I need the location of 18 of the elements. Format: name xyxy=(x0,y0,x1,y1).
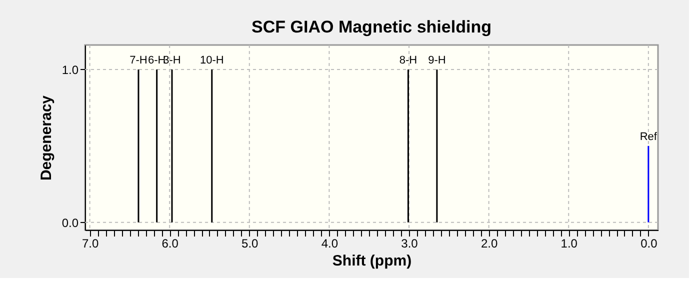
x-axis-title: Shift (ppm) xyxy=(332,252,412,270)
annotation: 10-H xyxy=(200,54,224,66)
annotation: 8-H xyxy=(399,54,418,66)
x-tick-label: 1.0 xyxy=(560,236,578,250)
x-tick-label: 6.0 xyxy=(162,236,179,250)
x-tick-label: 0.0 xyxy=(640,236,658,250)
annotation: 9-H xyxy=(428,54,446,66)
annotation: 6-H xyxy=(148,54,166,66)
x-tick-label: 4.0 xyxy=(321,236,338,250)
annotation: 3-H xyxy=(163,54,181,66)
annotation: 7-H xyxy=(130,54,148,66)
x-tick-label: 7.0 xyxy=(82,236,99,250)
chart-title: SCF GIAO Magnetic shielding xyxy=(252,18,492,36)
annotation: Ref xyxy=(640,130,658,143)
y-axis-title: Degeneracy xyxy=(38,94,55,181)
x-tick-label: 3.0 xyxy=(401,236,418,250)
x-tick-label: 2.0 xyxy=(480,236,498,250)
x-tick-label: 5.0 xyxy=(242,236,259,250)
